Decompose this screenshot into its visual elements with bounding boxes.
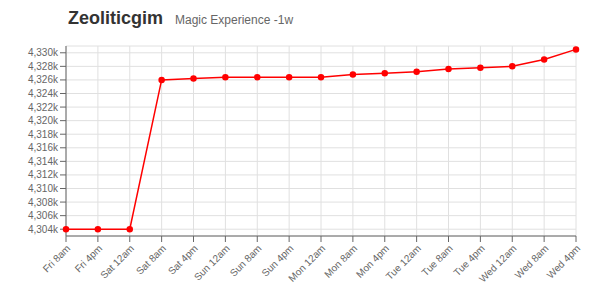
- svg-text:4,328k: 4,328k: [28, 61, 59, 72]
- svg-text:Tue 4pm: Tue 4pm: [451, 242, 487, 279]
- svg-text:Sun 12am: Sun 12am: [192, 243, 232, 283]
- svg-text:Wed 12am: Wed 12am: [477, 243, 519, 285]
- svg-text:Tue 12am: Tue 12am: [384, 243, 423, 282]
- svg-text:Fri 4pm: Fri 4pm: [73, 243, 105, 275]
- svg-text:4,330k: 4,330k: [28, 47, 59, 58]
- svg-text:4,304k: 4,304k: [28, 224, 59, 235]
- svg-text:Sat 4pm: Sat 4pm: [165, 242, 200, 277]
- svg-text:Tue 8am: Tue 8am: [420, 243, 455, 278]
- svg-text:4,306k: 4,306k: [28, 210, 59, 221]
- svg-text:4,326k: 4,326k: [28, 74, 59, 85]
- svg-text:4,308k: 4,308k: [28, 197, 59, 208]
- svg-text:Mon 4pm: Mon 4pm: [353, 242, 392, 280]
- svg-text:Fri 8am: Fri 8am: [41, 243, 73, 275]
- svg-text:4,314k: 4,314k: [28, 156, 59, 167]
- svg-text:Sat 12am: Sat 12am: [98, 243, 136, 281]
- svg-text:4,324k: 4,324k: [28, 88, 59, 99]
- svg-text:Wed 8am: Wed 8am: [513, 243, 551, 281]
- svg-text:Mon 8am: Mon 8am: [322, 243, 359, 280]
- html-text:Magic Experience -1w: Magic Experience -1w: [175, 13, 294, 27]
- svg-text:4,322k: 4,322k: [28, 102, 59, 113]
- html-text:Zeoliticgim: Zeoliticgim: [68, 8, 163, 28]
- svg-text:4,318k: 4,318k: [28, 129, 59, 140]
- svg-text:4,320k: 4,320k: [28, 115, 59, 126]
- svg-text:Sun 8am: Sun 8am: [228, 243, 264, 279]
- svg-text:Sat 8am: Sat 8am: [134, 243, 168, 277]
- svg-text:4,310k: 4,310k: [28, 183, 59, 194]
- svg-text:4,316k: 4,316k: [28, 142, 59, 153]
- svg-text:4,312k: 4,312k: [28, 169, 59, 180]
- svg-text:Mon 12am: Mon 12am: [286, 243, 327, 284]
- svg-text:Wed 4pm: Wed 4pm: [545, 243, 583, 281]
- svg-text:Sun 4pm: Sun 4pm: [259, 242, 296, 279]
